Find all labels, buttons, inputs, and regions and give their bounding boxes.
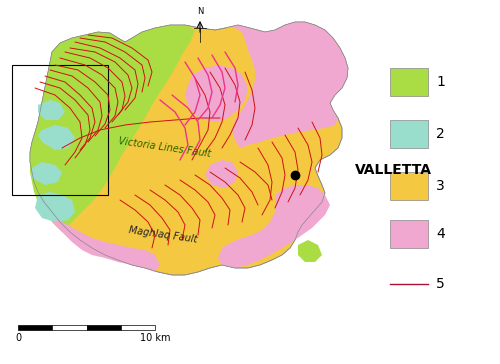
Text: 1: 1 — [436, 75, 445, 89]
Text: 2: 2 — [436, 127, 445, 141]
Polygon shape — [32, 162, 62, 185]
Text: 3: 3 — [436, 179, 445, 193]
Bar — [390, 120, 428, 148]
Text: 10 km: 10 km — [140, 333, 170, 343]
Polygon shape — [215, 22, 348, 148]
Polygon shape — [38, 100, 65, 120]
Bar — [390, 172, 428, 200]
Bar — [12, 65, 108, 195]
Text: Victoria Lines Fault: Victoria Lines Fault — [118, 136, 212, 159]
Polygon shape — [298, 240, 322, 262]
Polygon shape — [185, 65, 248, 122]
Polygon shape — [35, 192, 75, 222]
Polygon shape — [52, 220, 160, 272]
Polygon shape — [205, 160, 238, 188]
Bar — [121, 325, 155, 330]
Text: Maghlaq Fault: Maghlaq Fault — [128, 225, 198, 245]
Polygon shape — [38, 125, 75, 150]
Text: 5: 5 — [436, 277, 445, 291]
Polygon shape — [30, 22, 348, 275]
Text: VALLETTA: VALLETTA — [355, 163, 432, 177]
Bar — [52, 325, 86, 330]
Polygon shape — [30, 25, 195, 232]
Bar — [390, 220, 428, 248]
Bar — [18, 325, 52, 330]
Bar — [86, 325, 121, 330]
Polygon shape — [218, 185, 330, 268]
Text: N: N — [197, 7, 203, 16]
Text: 4: 4 — [436, 227, 445, 241]
Text: 0: 0 — [15, 333, 21, 343]
Bar — [390, 68, 428, 96]
